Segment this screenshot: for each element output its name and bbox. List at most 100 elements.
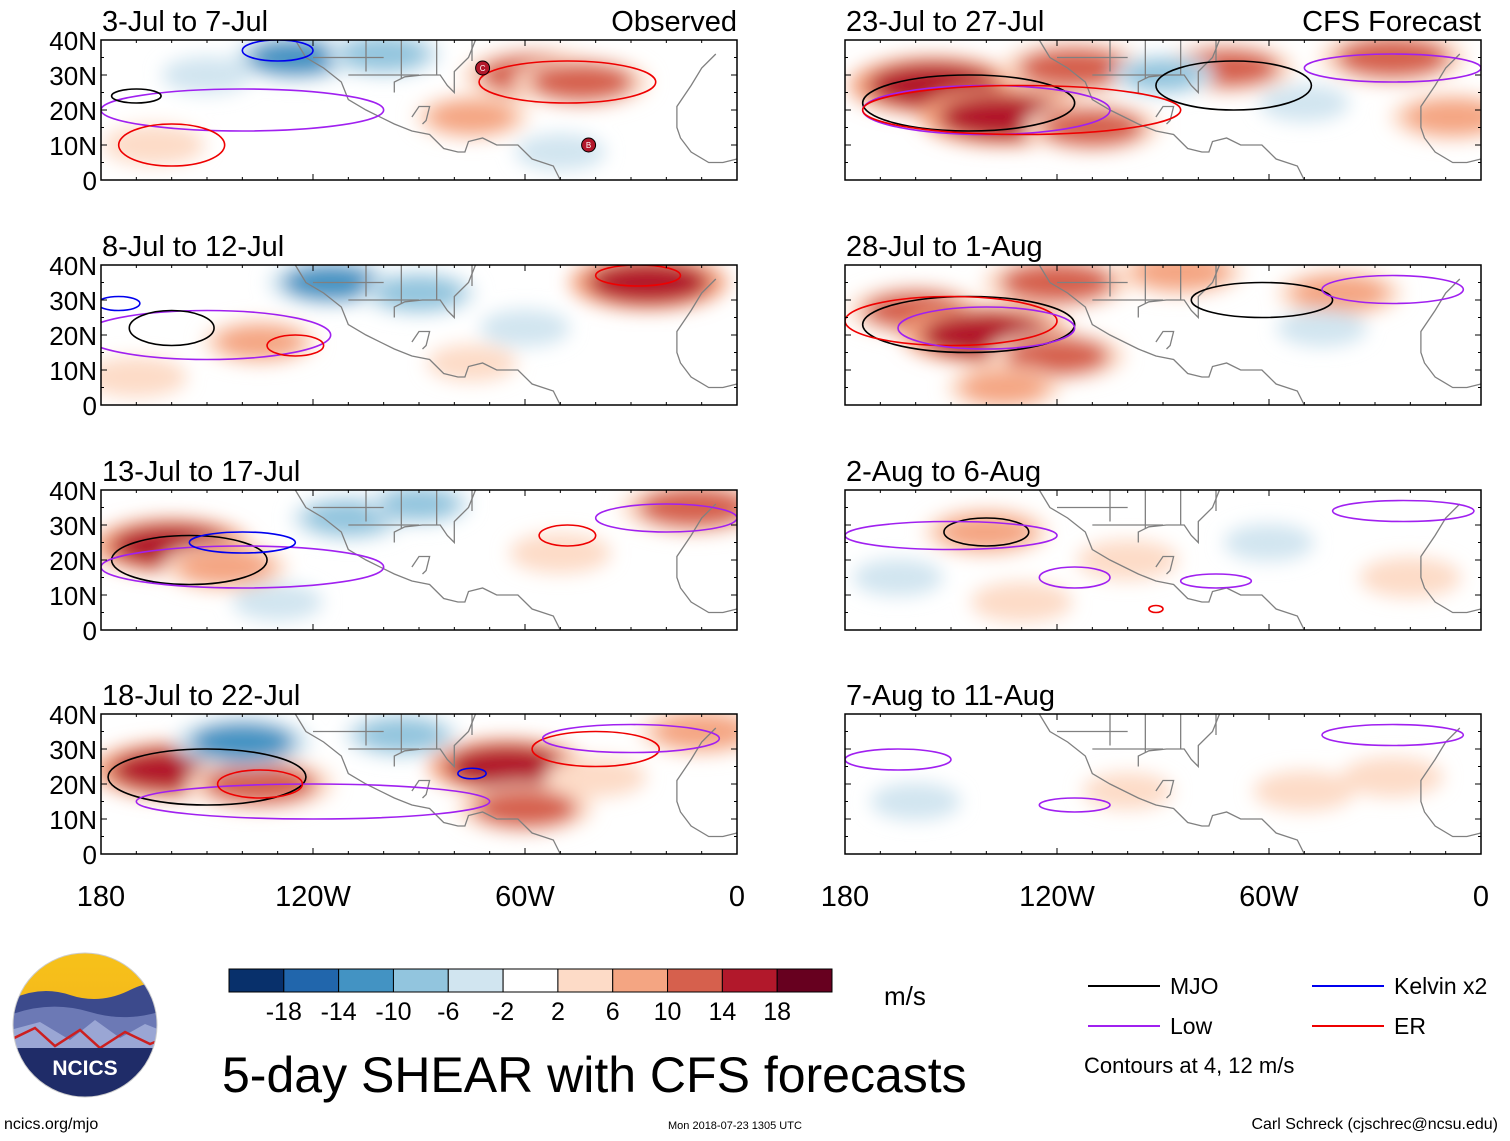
storm-marker-circle xyxy=(581,137,597,153)
panel-title: 18-Jul to 22-Jul xyxy=(102,680,300,712)
timestamp: Mon 2018-07-23 1305 UTC xyxy=(668,1120,802,1132)
coastline xyxy=(393,40,477,95)
er-contour xyxy=(216,769,304,799)
coastlines xyxy=(1038,490,1481,630)
wave-contours xyxy=(101,265,682,361)
mjo-contour xyxy=(861,74,1076,132)
coastline xyxy=(1038,265,1305,405)
mjo-contour xyxy=(1190,281,1334,319)
low-contour xyxy=(101,545,385,589)
panel-title: 8-Jul to 12-Jul xyxy=(102,231,284,263)
coastline xyxy=(676,53,737,164)
shear-anomaly-core xyxy=(637,490,737,528)
shear-field xyxy=(101,490,737,621)
shear-anomaly-core xyxy=(938,514,1035,550)
author-credit: Carl Schreck (cjschrec@ncsu.edu) xyxy=(1251,1116,1498,1133)
colorbar-label: 2 xyxy=(551,998,565,1026)
mjo-contour xyxy=(943,517,1030,547)
storm-marker-circle xyxy=(475,60,491,76)
site-url[interactable]: ncics.org/mjo xyxy=(4,1116,99,1133)
x-tick-label: 120W xyxy=(1019,881,1095,913)
coastlines xyxy=(1038,40,1481,180)
coastline xyxy=(676,503,737,614)
coastline xyxy=(676,727,737,838)
shear-anomaly-core xyxy=(1353,761,1432,793)
coastline xyxy=(1155,330,1175,350)
panel-title: 7-Aug to 11-Aug xyxy=(846,680,1055,712)
colorbar-swatch xyxy=(612,968,669,993)
low-contour xyxy=(845,748,952,771)
mjo-contour xyxy=(110,534,268,586)
colorbar-label: -18 xyxy=(266,998,302,1026)
coastlines xyxy=(294,490,737,630)
y-tick-label: 0 xyxy=(83,840,97,870)
shear-anomaly-core xyxy=(1234,528,1304,557)
coastline xyxy=(1155,105,1175,125)
low-contour xyxy=(1179,573,1253,589)
ncics-logo: NCICS xyxy=(12,952,158,1098)
panel-ticks xyxy=(844,39,1482,181)
shear-anomaly-core xyxy=(880,787,951,816)
coastline xyxy=(411,555,431,575)
shear-anomaly-core xyxy=(428,100,516,134)
mjo-contour xyxy=(107,748,307,806)
shear-anomaly-core xyxy=(1404,99,1481,135)
coastline xyxy=(393,714,477,769)
y-tick-label: 0 xyxy=(83,166,97,196)
legend-label: ER xyxy=(1394,1013,1426,1039)
shear-field xyxy=(101,265,729,398)
y-tick-label: 30N xyxy=(49,286,97,316)
shear-anomaly-core xyxy=(1287,313,1357,343)
low-contour xyxy=(1321,723,1465,747)
low-contour xyxy=(541,723,721,754)
shear-anomaly-core xyxy=(216,325,304,359)
legend-item-low: Low xyxy=(1088,1013,1213,1039)
panel-title: 28-Jul to 1-Aug xyxy=(846,231,1043,263)
er-contour xyxy=(861,84,1182,136)
wave-contours xyxy=(845,499,1475,614)
coastline xyxy=(411,779,431,799)
legend-item-kelvin: Kelvin x2 xyxy=(1312,973,1487,999)
y-tick-label: 20N xyxy=(49,321,97,351)
legend-item-mjo: MJO xyxy=(1088,973,1219,999)
er-contour xyxy=(117,123,226,167)
shear-field xyxy=(848,40,1481,153)
colorbar-label: -6 xyxy=(437,998,459,1026)
er-contour xyxy=(1148,604,1164,614)
colorbar-label: 10 xyxy=(654,998,682,1026)
shear-anomaly-core xyxy=(982,586,1061,618)
coastline xyxy=(294,490,561,630)
y-tick-label: 20N xyxy=(49,96,97,126)
panel-ticks xyxy=(100,713,738,855)
shear-anomaly-core xyxy=(172,60,242,90)
colorbar-label: -14 xyxy=(321,998,357,1026)
colorbar-label: 18 xyxy=(763,998,791,1026)
x-tick-label: 0 xyxy=(1473,881,1489,913)
coastline xyxy=(1137,714,1221,769)
er-contour xyxy=(594,265,682,287)
coastline xyxy=(294,40,561,180)
shear-field xyxy=(101,714,737,834)
mjo-contour xyxy=(110,88,162,104)
shear-anomaly-core xyxy=(176,549,273,585)
shear-anomaly-core xyxy=(556,761,635,793)
wave-contours xyxy=(101,40,657,167)
main-title: 5-day SHEAR with CFS forecasts xyxy=(222,1047,967,1103)
er-contour xyxy=(538,524,597,547)
x-tick-label: 180 xyxy=(821,881,869,913)
shear-anomaly-core xyxy=(114,129,194,161)
y-tick-label: 10N xyxy=(49,581,97,611)
legend-label: MJO xyxy=(1170,973,1219,999)
low-contour xyxy=(1321,274,1465,305)
coastline xyxy=(393,490,477,545)
coastline xyxy=(1137,40,1221,95)
shear-anomaly-core xyxy=(1371,561,1450,594)
y-tick-label: 40N xyxy=(49,476,97,506)
panel-ticks xyxy=(100,489,738,631)
low-contour xyxy=(135,783,491,820)
shear-anomaly-core xyxy=(242,587,313,617)
shear-anomaly-core xyxy=(490,313,560,343)
shear-anomaly-core xyxy=(653,714,737,750)
er-contour xyxy=(531,730,661,768)
